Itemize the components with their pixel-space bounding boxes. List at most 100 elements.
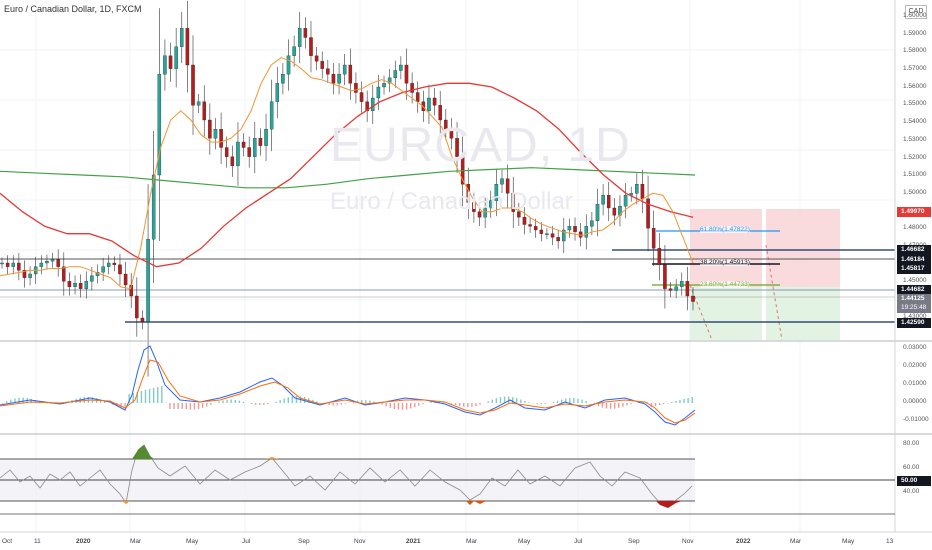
candle[interactable] (56, 259, 60, 267)
candle[interactable] (84, 281, 89, 289)
candle[interactable] (281, 74, 285, 84)
candle[interactable] (472, 202, 476, 212)
candle[interactable] (253, 138, 257, 157)
candle[interactable] (101, 266, 105, 273)
candle[interactable] (11, 262, 15, 267)
candle[interactable] (5, 262, 10, 267)
candle[interactable] (505, 178, 510, 194)
candles[interactable] (0, 0, 695, 377)
candle[interactable] (646, 198, 650, 229)
candle[interactable] (674, 286, 678, 291)
candle[interactable] (230, 156, 235, 166)
candle[interactable] (62, 266, 66, 282)
candle[interactable] (309, 37, 313, 56)
candle[interactable] (106, 262, 111, 267)
candle[interactable] (483, 207, 487, 218)
candle[interactable] (595, 204, 600, 221)
candle[interactable] (320, 61, 324, 69)
candle[interactable] (22, 270, 27, 278)
candle[interactable] (651, 228, 656, 249)
candle[interactable] (539, 229, 544, 234)
candle[interactable] (151, 174, 156, 240)
candle[interactable] (562, 229, 566, 242)
candle[interactable] (680, 281, 684, 287)
candle[interactable] (612, 207, 617, 216)
candle[interactable] (410, 83, 414, 93)
candle[interactable] (691, 295, 695, 302)
candle[interactable] (168, 55, 173, 69)
candle[interactable] (489, 200, 493, 209)
candle[interactable] (629, 193, 633, 196)
candle[interactable] (219, 129, 223, 148)
candle[interactable] (180, 28, 184, 47)
candle[interactable] (663, 264, 667, 289)
candle[interactable] (247, 147, 251, 157)
candle[interactable] (427, 97, 431, 111)
candle[interactable] (522, 217, 527, 225)
candle[interactable] (371, 97, 375, 111)
candle[interactable] (208, 119, 212, 139)
symbol-title[interactable]: Euro / Canadian Dollar, 1D, FXCM (4, 4, 142, 14)
candle[interactable] (157, 74, 162, 176)
candle[interactable] (494, 184, 499, 201)
candle[interactable] (297, 28, 302, 47)
candle[interactable] (393, 70, 398, 78)
candle[interactable] (528, 224, 532, 227)
candle[interactable] (382, 83, 386, 88)
candle[interactable] (303, 28, 308, 38)
candle[interactable] (123, 273, 128, 286)
candle[interactable] (135, 295, 139, 319)
candle[interactable] (444, 119, 448, 130)
candle[interactable] (118, 264, 122, 275)
candle[interactable] (359, 92, 364, 102)
candle[interactable] (146, 239, 150, 322)
candle[interactable] (685, 281, 690, 297)
candle[interactable] (45, 261, 49, 264)
candle[interactable] (163, 55, 167, 75)
candle[interactable] (78, 283, 83, 289)
candle[interactable] (455, 138, 459, 157)
candle[interactable] (191, 64, 195, 106)
candle[interactable] (28, 273, 32, 278)
risk-zone-1[interactable] (690, 209, 762, 287)
candle[interactable] (224, 147, 229, 157)
candle[interactable] (438, 105, 442, 121)
candle[interactable] (348, 64, 353, 84)
candle[interactable] (511, 193, 515, 212)
candle[interactable] (657, 248, 662, 265)
candle[interactable] (90, 275, 94, 282)
candle[interactable] (264, 129, 268, 146)
candle[interactable] (623, 195, 628, 207)
candle[interactable] (399, 64, 403, 71)
candle[interactable] (331, 74, 336, 84)
candle[interactable] (449, 129, 454, 139)
candle[interactable] (275, 83, 280, 102)
candle[interactable] (550, 233, 555, 238)
candle[interactable] (640, 184, 645, 199)
candle[interactable] (174, 46, 178, 69)
candle[interactable] (236, 141, 240, 166)
candle[interactable] (39, 262, 44, 267)
candle[interactable] (545, 233, 549, 235)
reward-zone-2[interactable] (766, 287, 840, 340)
candle[interactable] (590, 220, 594, 227)
candle[interactable] (0, 262, 4, 265)
candle[interactable] (112, 262, 117, 265)
candle[interactable] (415, 92, 420, 102)
candle[interactable] (286, 55, 291, 75)
candle[interactable] (258, 138, 263, 146)
candle[interactable] (601, 195, 605, 205)
candle[interactable] (213, 129, 218, 139)
candle[interactable] (376, 86, 381, 99)
candle[interactable] (292, 46, 296, 56)
candle[interactable] (477, 211, 482, 218)
candle[interactable] (573, 226, 577, 232)
candle[interactable] (432, 97, 437, 106)
candle[interactable] (17, 262, 21, 271)
candle[interactable] (556, 237, 560, 242)
candle[interactable] (500, 178, 504, 185)
candle[interactable] (635, 184, 639, 194)
candle[interactable] (517, 211, 521, 218)
candle[interactable] (269, 101, 274, 130)
